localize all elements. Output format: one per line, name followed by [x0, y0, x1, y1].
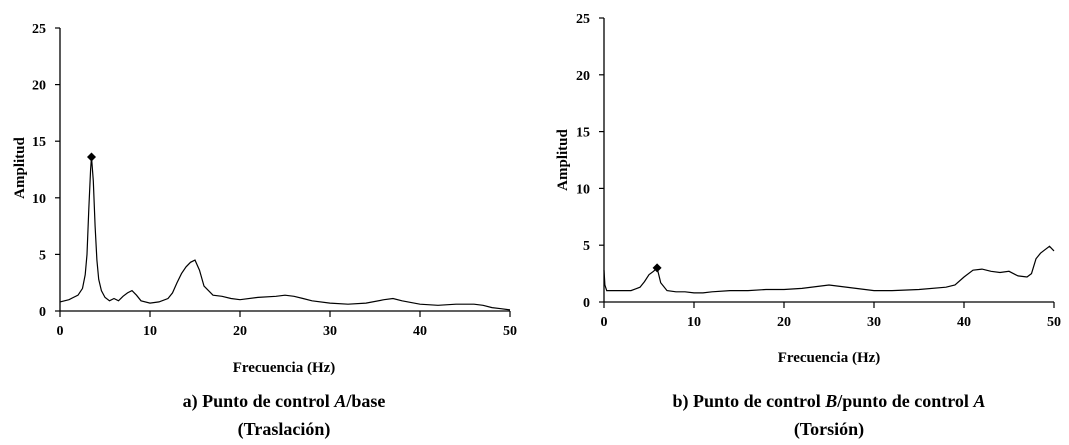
chart-b-xlabel: Frecuencia (Hz)	[778, 350, 881, 366]
chart-b-y-tick-label: 5	[583, 239, 590, 254]
chart-a-y-tick-label: 25	[32, 22, 46, 37]
chart-b-x-tick-label: 0	[601, 315, 608, 330]
chart-a-series-line	[59, 156, 511, 311]
chart-b-caption-line2: (Torsión)	[794, 419, 864, 440]
chart-a-x-tick-label: 20	[233, 324, 247, 339]
chart-a-peak-marker	[87, 152, 96, 162]
chart-b-y-tick-label: 0	[583, 296, 590, 311]
chart-b-y-ticks: 0 5 10 15 20 25	[576, 12, 604, 311]
chart-b-x-ticks: 0 10 20 30 40 50	[601, 302, 1061, 330]
chart-b-ylabel: Amplitud	[555, 129, 571, 191]
chart-a-x-tick-label: 40	[413, 324, 427, 339]
chart-a-y-ticks: 0 5 10 15 20 25	[32, 22, 60, 320]
chart-b-x-tick-label: 30	[867, 315, 881, 330]
chart-b-y-tick-label: 10	[576, 182, 590, 197]
chart-b-x-tick-label: 50	[1047, 315, 1061, 330]
chart-b-y-tick-label: 25	[576, 12, 590, 27]
chart-a-y-tick-label: 15	[32, 135, 46, 150]
chart-a-x-ticks: 0 10 20 30 40 50	[57, 311, 517, 339]
chart-a-x-tick-label: 30	[323, 324, 337, 339]
chart-b-peak-marker	[652, 263, 662, 273]
chart-a-x-tick-label: 10	[143, 324, 157, 339]
chart-a-caption-line1: a) Punto de control A/base	[183, 391, 386, 412]
chart-b-series-line	[603, 245, 1055, 294]
chart-b-caption-line1: b) Punto de control B/punto de control A	[673, 391, 986, 412]
chart-b-x-tick-label: 10	[687, 315, 701, 330]
chart-a-ylabel: Amplitud	[12, 137, 28, 199]
chart-b-x-tick-label: 20	[777, 315, 791, 330]
chart-a-y-tick-label: 5	[39, 248, 46, 263]
chart-b-y-tick-label: 20	[576, 69, 590, 84]
chart-a-y-tick-label: 20	[32, 79, 46, 94]
chart-a-y-tick-label: 0	[39, 305, 46, 320]
chart-b-y-tick-label: 15	[576, 126, 590, 141]
chart-b: Amplitud 0 5 10 15 20 25 0 10 20 30 40 50 Frecuenc…	[555, 12, 1061, 440]
chart-b-x-tick-label: 40	[957, 315, 971, 330]
chart-a-xlabel: Frecuencia (Hz)	[233, 360, 336, 376]
chart-a: Amplitud 0 5 10 15 20 25 0 10 20 30 40 50 Frecuenc…	[12, 22, 517, 440]
chart-a-x-tick-label: 50	[503, 324, 517, 339]
chart-a-x-tick-label: 0	[57, 324, 64, 339]
chart-a-y-tick-label: 10	[32, 192, 46, 207]
chart-a-caption-line2: (Traslación)	[238, 419, 331, 440]
